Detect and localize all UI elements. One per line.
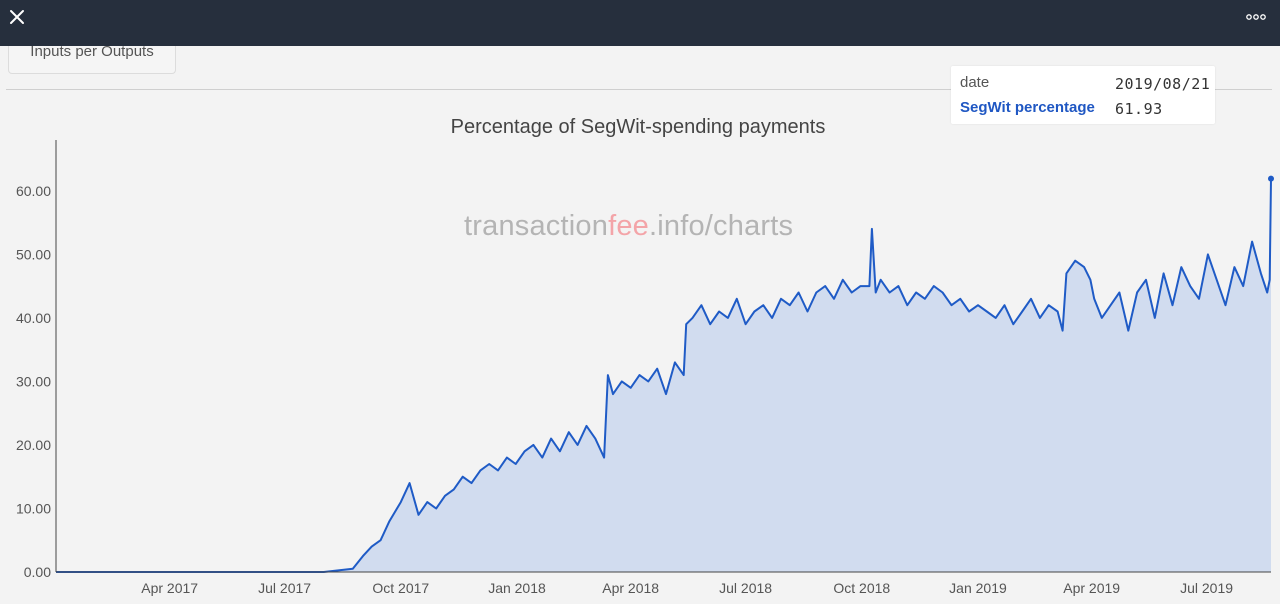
more-dots-icon [1246,14,1266,20]
more-options-button[interactable] [1244,10,1270,24]
hover-tooltip: date 2019/08/21 SegWit percentage 61.93 [951,66,1215,124]
y-tick-label: 40.00 [16,310,51,326]
y-tick-label: 10.00 [16,500,51,516]
y-tick-label: 0.00 [24,564,51,580]
tooltip-date-value: 2019/08/21 [1115,75,1211,93]
hover-point [1268,175,1274,182]
chart-title: Percentage of SegWit-spending payments [450,116,826,138]
y-tick-label: 60.00 [16,183,51,199]
x-tick-label: Apr 2017 [141,580,198,596]
header-divider [6,89,1272,90]
x-tick-label: Jul 2019 [1180,580,1233,596]
x-tick-label: Jul 2017 [258,580,311,596]
close-button[interactable] [6,6,28,28]
x-tick-label: Oct 2018 [833,580,890,596]
watermark-pre: transaction [464,210,609,242]
tooltip-series-value: 61.93 [1115,100,1163,118]
series-area-fill [56,178,1271,572]
x-tick-label: Apr 2019 [1063,580,1120,596]
x-tick-label: Jul 2018 [719,580,772,596]
x-tick-label: Jan 2019 [949,580,1007,596]
watermark-post: .info/charts [648,210,794,242]
y-tick-label: 20.00 [16,437,51,453]
watermark: transactionfee.info/charts [464,210,793,243]
close-icon [10,10,24,24]
y-tick-label: 50.00 [16,246,51,262]
series-line [56,178,1272,573]
y-tick-label: 30.00 [16,373,51,389]
tooltip-series-label: SegWit percentage [960,99,1095,116]
x-tick-label: Oct 2017 [372,580,429,596]
top-toolbar [0,0,1280,46]
tooltip-date-label: date [960,74,990,91]
watermark-mid: fee [608,210,649,242]
x-tick-label: Jan 2018 [488,580,546,596]
inputs-per-outputs-tab[interactable]: Inputs per Outputs [8,44,176,74]
x-tick-label: Apr 2018 [602,580,659,596]
